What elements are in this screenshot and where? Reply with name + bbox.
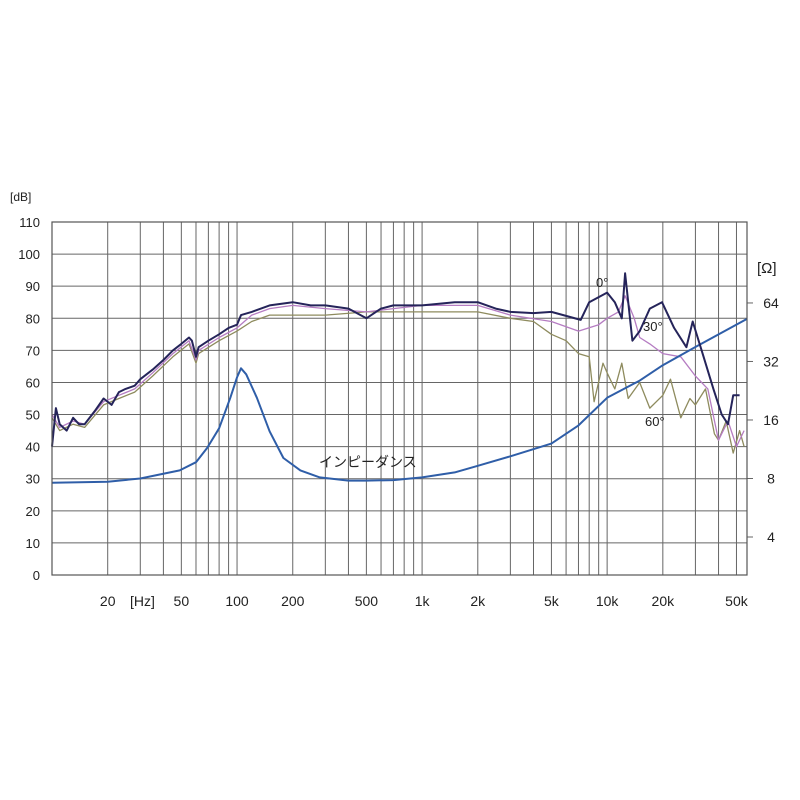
x-tick-label: 50k	[725, 593, 749, 609]
label-30deg: 30°	[643, 319, 663, 334]
y-tick-label: 80	[26, 311, 40, 326]
y2-axis-label: [Ω]	[757, 260, 777, 277]
y-tick-label: 100	[18, 247, 40, 262]
y-axis-label: [dB]	[10, 190, 31, 204]
series-line-30deg	[51, 295, 745, 448]
label-impedance: インピーダンス	[319, 454, 417, 470]
y-tick-label: 30	[26, 472, 40, 487]
x-tick-label: 100	[225, 593, 249, 609]
y-tick-label: 70	[26, 343, 40, 358]
y-tick-label: 60	[26, 375, 40, 390]
series-line-60deg	[51, 311, 745, 454]
x-tick-label: 2k	[470, 593, 486, 609]
y2-tick-label: 32	[763, 353, 779, 369]
x-tick-label: 20	[100, 593, 116, 609]
x-tick-label: 5k	[544, 593, 560, 609]
y-tick-label: 40	[26, 440, 40, 455]
x-tick-label: 500	[355, 593, 379, 609]
series-line-0deg	[51, 272, 740, 447]
x-tick-label: 10k	[596, 593, 620, 609]
x-tick-label: 50	[174, 593, 190, 609]
x-tick-label: 20k	[652, 593, 676, 609]
tick-labels: 0 10 20 30 40 50 60 70 80 90 100 110 4 8 16 32 64 20 50 100…	[18, 215, 779, 609]
label-0deg: 0°	[596, 275, 608, 290]
y2-tick-label: 8	[767, 470, 775, 486]
y-tick-label: 110	[19, 215, 40, 230]
x-tick-label: 200	[281, 593, 305, 609]
label-60deg: 60°	[645, 414, 665, 429]
grid	[52, 221, 753, 576]
y-tick-label: 90	[26, 279, 40, 294]
x-axis-label: [Hz]	[130, 593, 155, 609]
y2-tick-label: 4	[767, 529, 775, 545]
y-tick-label: 20	[26, 504, 40, 519]
plot-frame	[51, 221, 748, 576]
y2-tick-label: 64	[763, 295, 779, 311]
y-tick-label: 50	[26, 408, 40, 423]
y-tick-label: 10	[26, 536, 40, 551]
series-line-impedance	[51, 318, 748, 484]
x-tick-label: 1k	[415, 593, 431, 609]
y-tick-label: 0	[33, 568, 40, 583]
y2-tick-label: 16	[763, 412, 779, 428]
series-lines	[51, 272, 748, 484]
